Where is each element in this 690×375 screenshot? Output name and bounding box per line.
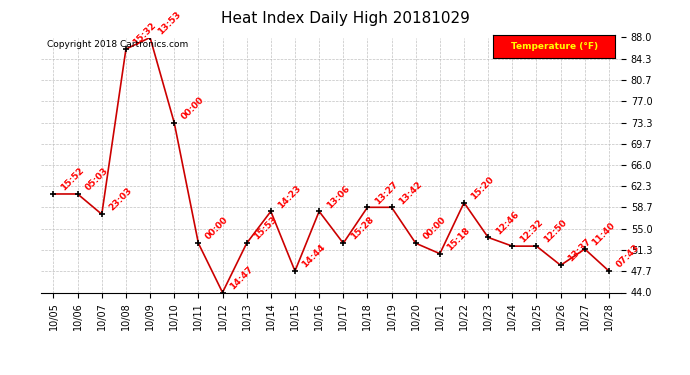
Text: Copyright 2018 Cartronics.com: Copyright 2018 Cartronics.com (47, 40, 188, 49)
Text: 15:18: 15:18 (446, 226, 472, 252)
Text: 13:06: 13:06 (325, 183, 351, 210)
Text: 14:44: 14:44 (301, 243, 327, 270)
Text: 00:00: 00:00 (180, 95, 206, 121)
Text: 15:52: 15:52 (59, 166, 86, 193)
Text: 15:28: 15:28 (349, 215, 375, 242)
Text: 23:03: 23:03 (108, 186, 134, 213)
Text: 00:00: 00:00 (422, 216, 448, 242)
Text: 15:20: 15:20 (470, 175, 496, 201)
Text: 13:27: 13:27 (373, 179, 400, 206)
Text: 05:03: 05:03 (83, 166, 110, 193)
Text: 15:32: 15:32 (132, 21, 158, 48)
Text: 12:32: 12:32 (518, 218, 544, 245)
Text: 13:37: 13:37 (566, 237, 593, 264)
Text: 00:00: 00:00 (204, 216, 230, 242)
Text: 12:46: 12:46 (494, 209, 520, 236)
Text: 11:40: 11:40 (591, 221, 617, 248)
Text: 14:47: 14:47 (228, 264, 255, 291)
Text: 13:42: 13:42 (397, 179, 424, 206)
Text: 07:43: 07:43 (615, 243, 641, 270)
Text: 12:50: 12:50 (542, 218, 569, 245)
Text: 14:23: 14:23 (277, 183, 303, 210)
Text: 13:53: 13:53 (156, 9, 182, 36)
Text: Heat Index Daily High 20181029: Heat Index Daily High 20181029 (221, 11, 469, 26)
Text: 15:53: 15:53 (253, 215, 279, 242)
